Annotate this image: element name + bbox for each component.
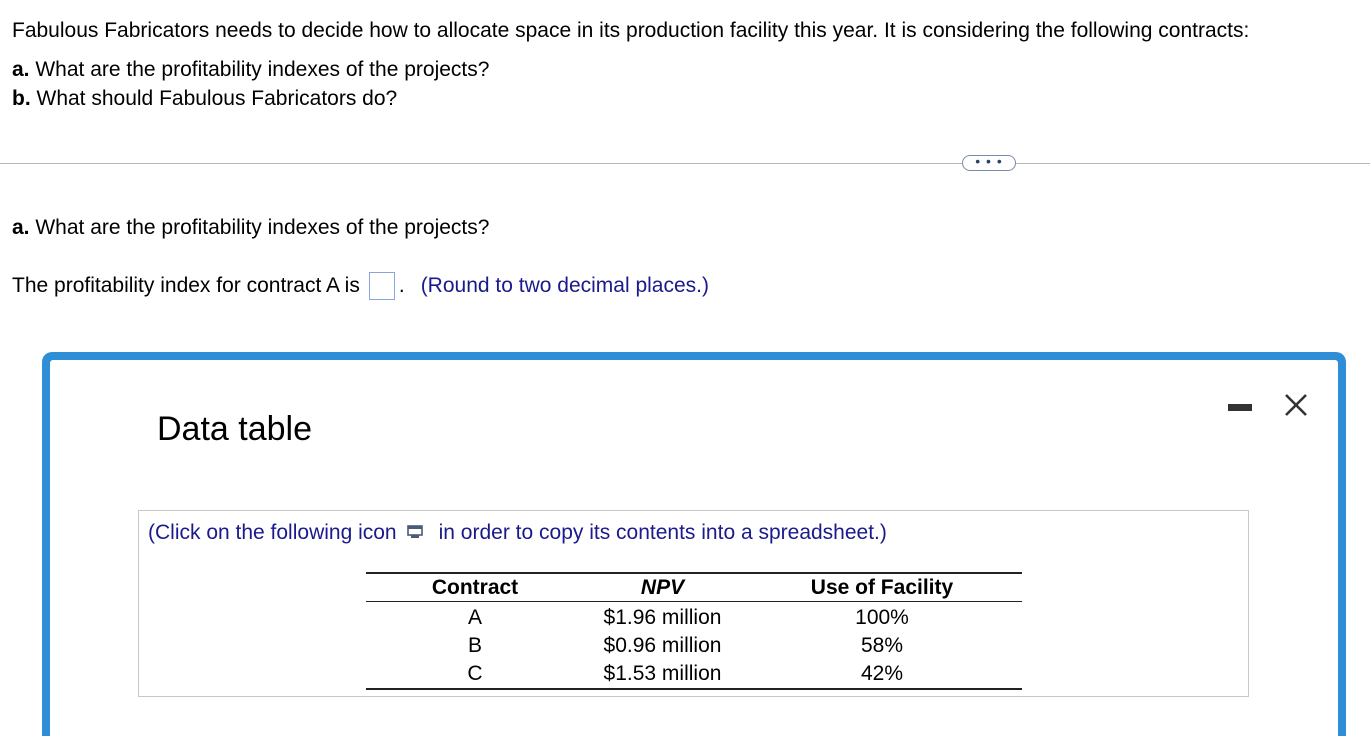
table-cell-use: 100% — [855, 606, 909, 629]
table-cell-contract: A — [467, 606, 482, 629]
table-cell-npv: $1.96 million — [603, 606, 722, 629]
table-cell-npv: $1.53 million — [603, 662, 722, 685]
question-part-b: b. What should Fabulous Fabricators do? — [12, 87, 397, 111]
table-cell-use: 58% — [860, 634, 904, 657]
more-options-button[interactable]: • • • — [962, 154, 1016, 171]
table-cell-contract: C — [467, 662, 483, 685]
copy-instructions: (Click on the following icon in order to… — [148, 521, 887, 545]
table-cell-npv: $0.96 million — [603, 634, 722, 657]
col-header-contract: Contract — [431, 576, 519, 599]
question-intro: Fabulous Fabricators needs to decide how… — [12, 19, 1250, 42]
minimize-icon[interactable] — [1228, 404, 1252, 411]
answer-line: The profitability index for contract A i… — [12, 272, 709, 300]
copy-note-after: in order to copy its contents into a spr… — [438, 521, 887, 544]
table-cell-contract: B — [467, 634, 482, 657]
part-a-text: What are the profitability indexes of th… — [29, 58, 490, 81]
data-table-dialog-body — [50, 360, 1338, 736]
profitability-index-input[interactable] — [368, 272, 395, 300]
table-header-rule — [366, 601, 1022, 602]
question-part-a: a. What are the profitability indexes of… — [12, 58, 489, 82]
answer-part-label: a. — [12, 216, 30, 239]
answer-suffix: . — [398, 274, 405, 297]
section-divider — [0, 163, 1370, 164]
table-cell-use: 42% — [860, 662, 904, 685]
rounding-hint: (Round to two decimal places.) — [420, 274, 709, 297]
part-a-label: a. — [12, 58, 30, 81]
answer-prompt: The profitability index for contract A i… — [12, 274, 360, 297]
answer-part-a-heading: a. What are the profitability indexes of… — [12, 216, 489, 240]
data-table-panel — [138, 510, 1249, 697]
table-top-rule — [366, 572, 1022, 574]
answer-part-text: What are the profitability indexes of th… — [29, 216, 490, 239]
table-bottom-rule — [366, 688, 1022, 690]
copy-note-before: (Click on the following icon — [148, 521, 397, 544]
col-header-use-of-facility: Use of Facility — [810, 576, 954, 599]
dialog-title: Data table — [157, 410, 312, 448]
part-b-label: b. — [12, 87, 31, 110]
close-icon[interactable] — [1281, 390, 1311, 420]
col-header-npv: NPV — [640, 576, 685, 599]
part-b-text: What should Fabulous Fabricators do? — [30, 87, 398, 110]
copy-to-spreadsheet-icon[interactable] — [405, 523, 427, 543]
